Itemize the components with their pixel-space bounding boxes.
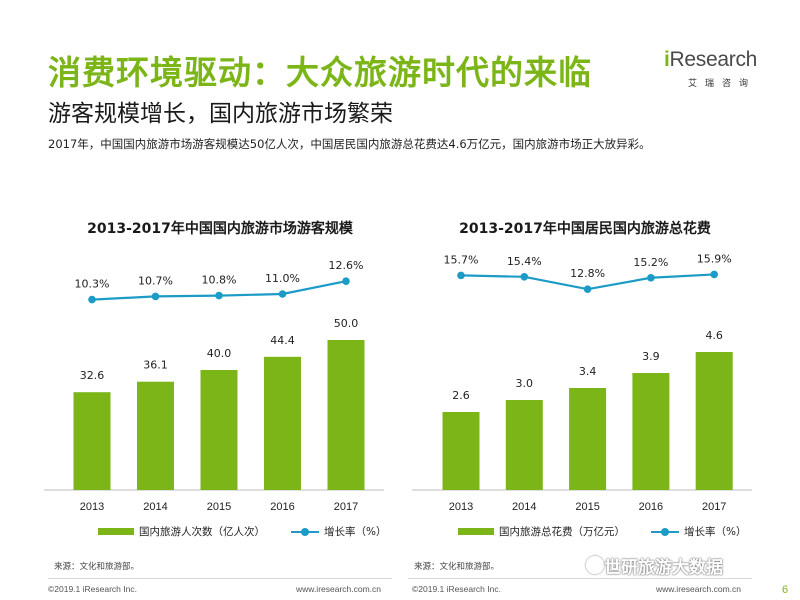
- legend-line-label: 增长率（%）: [324, 526, 387, 538]
- bar-2017: [327, 340, 365, 490]
- summary-text: 2017年，中国国内旅游市场游客规模达50亿人次，中国居民国内旅游总花费达4.6…: [48, 137, 651, 151]
- growth-rate-point-2017: [710, 270, 718, 279]
- legend-spending: 国内旅游总花费（万亿元） 增长率（%）: [458, 524, 746, 539]
- copyright-right: ©2019.1 iResearch Inc.: [412, 584, 501, 594]
- chart-title-tourists: 2013-2017年中国国内旅游市场游客规模: [87, 221, 353, 237]
- bar-value-label-2016: 44.4: [270, 334, 295, 347]
- growth-rate-point-2013: [457, 271, 465, 280]
- growth-rate-label-2015: 12.8%: [570, 267, 605, 280]
- growth-rate-point-2017: [342, 277, 350, 286]
- legend-tourists: 国内旅游人次数（亿人次） 增长率（%）: [98, 524, 386, 539]
- growth-rate-label-2017: 12.6%: [329, 259, 364, 272]
- legend-bar-swatch: [458, 528, 494, 535]
- growth-rate-label-2015: 10.8%: [202, 274, 237, 287]
- legend-line-label: 增长率（%）: [684, 526, 747, 538]
- x-tick-label-2014: 2014: [143, 501, 167, 513]
- page-title: 消费环境驱动：大众旅游时代的来临: [48, 53, 592, 92]
- footer-divider-left: [48, 578, 392, 579]
- legend-bar-label: 国内旅游人次数（亿人次）: [139, 526, 265, 538]
- logo-subtitle: 艾瑞咨询: [688, 79, 757, 89]
- bar-value-label-2015: 40.0: [207, 347, 232, 360]
- wechat-icon: [586, 556, 604, 574]
- website-link-right[interactable]: www.iresearch.com.cn: [656, 584, 742, 594]
- x-tick-label-2013: 2013: [80, 501, 104, 513]
- x-tick-label-2015: 2015: [207, 501, 231, 513]
- growth-rate-label-2013: 10.3%: [75, 278, 110, 291]
- growth-rate-point-2016: [647, 273, 655, 282]
- legend-line-swatch: [291, 527, 319, 537]
- source-note-left: 来源：文化和旅游部。: [54, 562, 140, 572]
- growth-rate-label-2016: 15.2%: [633, 256, 668, 269]
- page-subtitle: 游客规模增长，国内旅游市场繁荣: [48, 101, 393, 127]
- bar-value-label-2016: 3.9: [642, 350, 660, 363]
- growth-rate-label-2017: 15.9%: [697, 252, 732, 265]
- bar-value-label-2015: 3.4: [579, 365, 597, 378]
- growth-rate-point-2014: [151, 292, 160, 301]
- footer-divider-right: [408, 578, 752, 579]
- growth-rate-label-2016: 11.0%: [265, 272, 300, 285]
- bar-2015: [569, 388, 607, 490]
- watermark-text: 世研旅游大数据: [604, 558, 723, 578]
- bar-value-label-2017: 4.6: [705, 329, 723, 342]
- bar-2016: [632, 373, 670, 490]
- bar-2013: [442, 412, 480, 490]
- growth-rate-point-2013: [88, 295, 96, 304]
- chart-title-spending: 2013-2017年中国居民国内旅游总花费: [459, 221, 711, 237]
- bar-2014: [505, 400, 543, 490]
- x-tick-label-2017: 2017: [334, 501, 358, 513]
- bar-value-label-2013: 2.6: [452, 389, 470, 402]
- website-link-left[interactable]: www.iresearch.com.cn: [296, 584, 382, 594]
- growth-rate-label-2014: 15.4%: [507, 255, 542, 268]
- bar-value-label-2014: 3.0: [516, 377, 534, 390]
- source-note-right: 来源：文化和旅游部。: [414, 562, 500, 572]
- bar-2014: [137, 381, 174, 490]
- growth-rate-point-2015: [215, 291, 223, 300]
- bar-2015: [200, 370, 238, 490]
- growth-rate-label-2014: 10.7%: [138, 274, 173, 287]
- x-tick-label-2016: 2016: [639, 501, 663, 513]
- bar-value-label-2013: 32.6: [80, 369, 105, 382]
- bar-2013: [73, 392, 111, 490]
- page-number: 6: [782, 584, 789, 596]
- legend-bar-swatch: [98, 528, 134, 535]
- x-tick-label-2015: 2015: [575, 501, 599, 513]
- logo-wordmark: iResearch: [664, 48, 758, 71]
- bar-value-label-2017: 50.0: [334, 317, 359, 330]
- x-tick-label-2013: 2013: [449, 501, 473, 513]
- legend-line-swatch: [651, 527, 679, 537]
- bar-2016: [264, 356, 301, 490]
- x-tick-label-2014: 2014: [512, 501, 536, 513]
- legend-bar-label: 国内旅游总花费（万亿元）: [499, 526, 625, 538]
- growth-rate-point-2016: [278, 290, 287, 298]
- growth-rate-point-2014: [520, 273, 529, 281]
- copyright-left: ©2019.1 iResearch Inc.: [48, 584, 137, 594]
- bar-value-label-2014: 36.1: [143, 359, 168, 372]
- growth-rate-point-2015: [583, 285, 592, 293]
- x-tick-label-2017: 2017: [702, 501, 726, 513]
- bar-2017: [695, 352, 733, 490]
- x-tick-label-2016: 2016: [270, 501, 294, 513]
- iresearch-logo: iResearch 艾瑞咨询: [658, 46, 768, 96]
- growth-rate-label-2013: 15.7%: [444, 253, 479, 266]
